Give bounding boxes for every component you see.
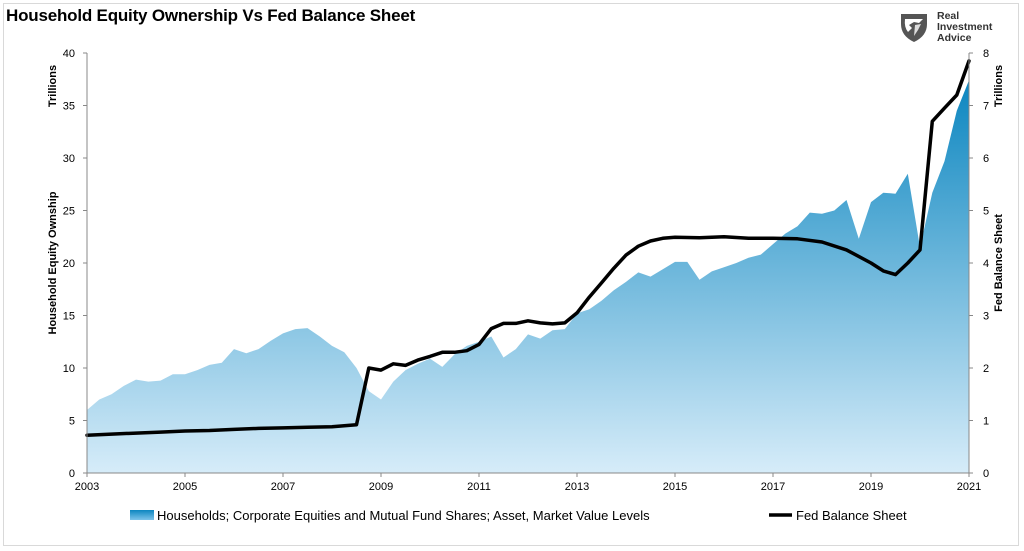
y-left-tick-label: 5 <box>69 416 75 428</box>
x-tick-label: 2015 <box>663 481 687 493</box>
labels-layer: 0 5 10 15 20 25 30 35 40 0 1 2 3 4 5 6 7 8 2003 2005 2007 200… <box>47 48 1005 493</box>
legend-label-households: Households; Corporate Equities and Mutua… <box>157 508 650 523</box>
x-tick-label: 2013 <box>565 481 589 493</box>
y-right-tick-label: 2 <box>983 363 989 375</box>
y-left-tick-label: 20 <box>63 258 75 270</box>
y-left-tick-label: 35 <box>63 101 75 113</box>
y-left-units-label: Trillions <box>47 65 59 107</box>
y-left-tick-label: 40 <box>63 48 75 60</box>
x-tick-label: 2003 <box>75 481 99 493</box>
y-right-tick-label: 7 <box>983 101 989 113</box>
y-right-tick-label: 1 <box>983 416 989 428</box>
chart-title: Household Equity Ownership Vs Fed Balanc… <box>6 6 416 25</box>
axes-layer <box>83 52 973 477</box>
y-left-axis-title: Household Equity Ownship <box>47 191 59 334</box>
y-right-units-label: Trillions <box>993 65 1005 107</box>
y-left-tick-label: 25 <box>63 206 75 218</box>
x-tick-label: 2005 <box>173 481 197 493</box>
household-equity-area <box>87 80 969 474</box>
x-tick-label: 2017 <box>761 481 785 493</box>
logo-line-3: Advice <box>937 32 972 44</box>
logo: Real Investment Advice <box>897 10 1007 46</box>
legend-label-fed: Fed Balance Sheet <box>796 508 907 523</box>
logo-line-2: Investment <box>937 21 993 33</box>
line-layer <box>85 59 971 437</box>
y-left-tick-label: 15 <box>63 311 75 323</box>
y-right-tick-label: 6 <box>983 153 989 165</box>
area-layer <box>87 80 969 474</box>
x-tick-label: 2009 <box>369 481 393 493</box>
chart-frame <box>3 3 1019 546</box>
legend: Households; Corporate Equities and Mutua… <box>130 508 907 523</box>
x-tick-label: 2007 <box>271 481 295 493</box>
logo-line-1: Real <box>937 10 960 22</box>
legend-swatch-households <box>130 510 154 520</box>
eagle-shield-icon <box>901 14 927 42</box>
y-right-tick-label: 4 <box>983 258 989 270</box>
x-tick-label: 2019 <box>859 481 883 493</box>
y-right-tick-label: 5 <box>983 206 989 218</box>
y-right-axis-title: Fed Balance Sheet <box>993 214 1005 312</box>
x-tick-label: 2021 <box>957 481 981 493</box>
y-left-tick-label: 30 <box>63 153 75 165</box>
y-left-tick-label: 0 <box>69 468 75 480</box>
x-tick-label: 2011 <box>467 481 491 493</box>
y-right-tick-label: 0 <box>983 468 989 480</box>
logo-text: Real Investment Advice <box>937 11 992 44</box>
y-right-tick-label: 3 <box>983 311 989 323</box>
y-right-tick-label: 8 <box>983 48 989 60</box>
y-left-tick-label: 10 <box>63 363 75 375</box>
fed-balance-sheet-line <box>85 59 971 437</box>
